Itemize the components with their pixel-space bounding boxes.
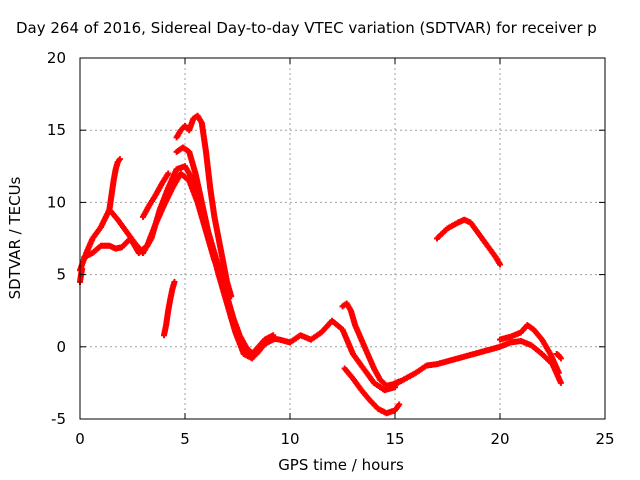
data-point <box>228 293 235 300</box>
series-track-j <box>392 338 564 388</box>
x-axis-label: GPS time / hours <box>278 456 404 474</box>
y-tick-label: 20 <box>47 49 66 67</box>
plot-frame <box>79 57 606 420</box>
data-point <box>555 369 562 376</box>
series-track-k <box>434 216 503 268</box>
series-track-n <box>553 351 564 362</box>
x-tick-label: 10 <box>280 430 299 448</box>
y-tick-label: 0 <box>56 338 66 356</box>
series-track-i <box>341 365 403 417</box>
series-track-d <box>173 112 235 300</box>
data-point <box>396 401 403 408</box>
y-tick-label: 10 <box>47 193 66 211</box>
series-track-l <box>497 322 562 376</box>
x-tick-label: 20 <box>490 430 509 448</box>
x-tick-label: 5 <box>180 430 190 448</box>
series-track-e <box>106 156 123 213</box>
data-point <box>270 332 277 339</box>
series-track-c <box>173 144 277 358</box>
y-tick-label: 5 <box>56 266 66 284</box>
data-series <box>77 112 564 417</box>
data-point <box>497 261 503 268</box>
y-tick-label: 15 <box>47 121 66 139</box>
data-point <box>557 355 564 362</box>
x-axis-ticks: 0 5 10 15 20 25 <box>75 58 615 448</box>
x-tick-label: 25 <box>595 430 614 448</box>
grid-lines <box>80 58 605 419</box>
chart-title: Day 264 of 2016, Sidereal Day-to-day VTE… <box>16 19 597 37</box>
data-point <box>557 379 564 386</box>
data-point <box>165 170 172 177</box>
x-tick-label: 15 <box>385 430 404 448</box>
y-axis-label: SDTVAR / TECUs <box>6 176 24 299</box>
y-axis-ticks: -5 0 5 10 15 20 <box>47 49 605 428</box>
series-track-a <box>77 163 398 394</box>
series-track-g <box>161 278 178 339</box>
series-track-f <box>140 170 172 220</box>
data-point <box>116 156 123 163</box>
x-tick-label: 0 <box>75 430 85 448</box>
y-tick-label: -5 <box>51 410 66 428</box>
data-point <box>171 278 178 285</box>
